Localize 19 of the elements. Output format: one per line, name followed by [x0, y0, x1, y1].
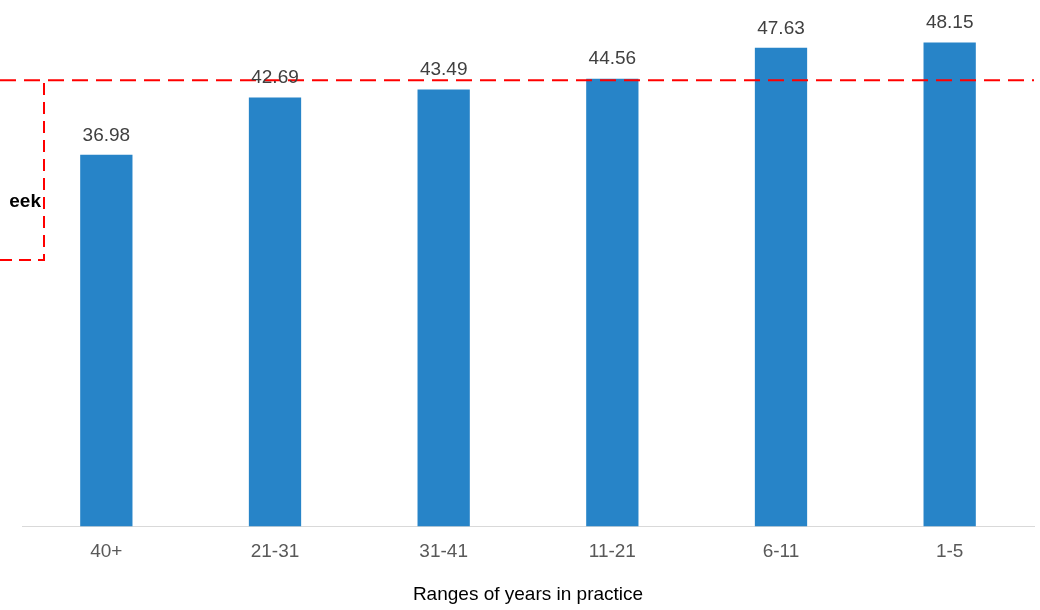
bar	[417, 89, 470, 527]
x-tick-label: 31-41	[419, 540, 468, 562]
data-label: 36.98	[82, 123, 131, 145]
data-label: 48.15	[925, 11, 974, 33]
x-tick-label: 1-5	[935, 540, 964, 562]
x-tick-label: 40+	[90, 540, 123, 562]
annotation: eek	[8, 190, 41, 212]
data-label: 43.49	[419, 58, 468, 80]
x-tick-label: 6-11	[762, 540, 800, 562]
x-axis-title: Ranges of years in practice	[412, 582, 644, 604]
x-tick-label: 21-31	[250, 540, 300, 562]
bar	[248, 97, 302, 527]
bar	[754, 47, 808, 527]
bar	[80, 154, 133, 527]
x-tick-label: 11-21	[588, 540, 636, 562]
bar	[586, 78, 639, 527]
bar	[923, 42, 976, 527]
data-label: 44.56	[588, 47, 637, 69]
data-label: 47.63	[757, 16, 805, 38]
